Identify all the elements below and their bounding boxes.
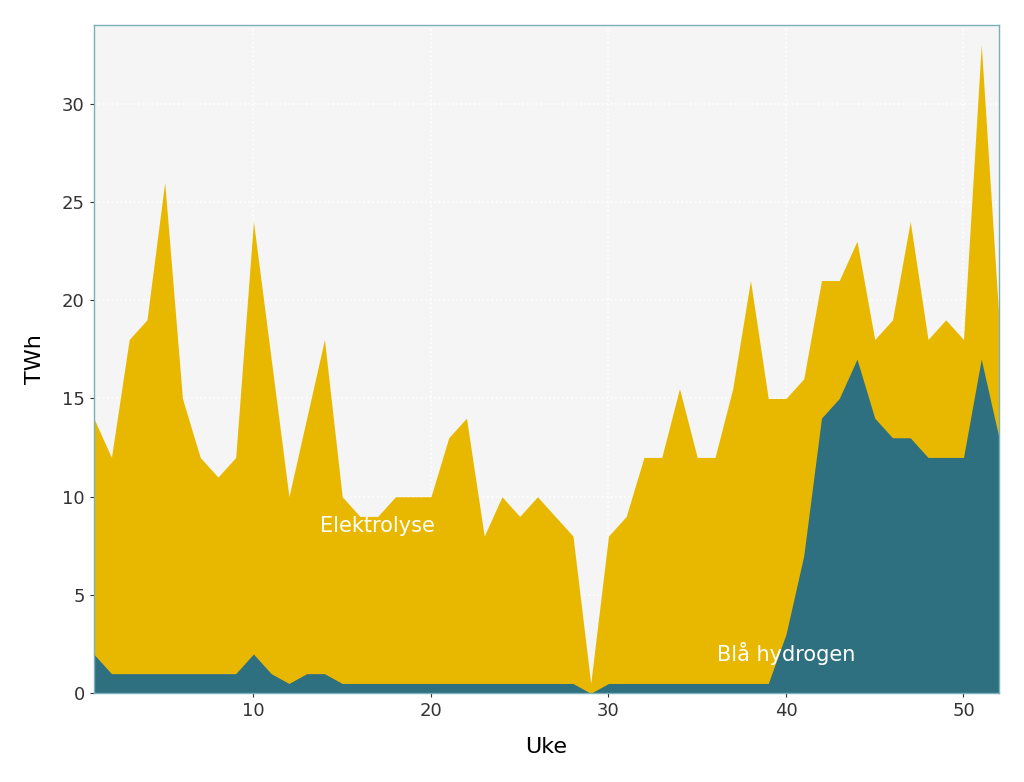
Text: Blå hydrogen: Blå hydrogen [717, 643, 855, 665]
Text: Elektrolyse: Elektrolyse [321, 516, 435, 536]
X-axis label: Uke: Uke [525, 737, 567, 757]
Y-axis label: TWh: TWh [25, 334, 45, 384]
